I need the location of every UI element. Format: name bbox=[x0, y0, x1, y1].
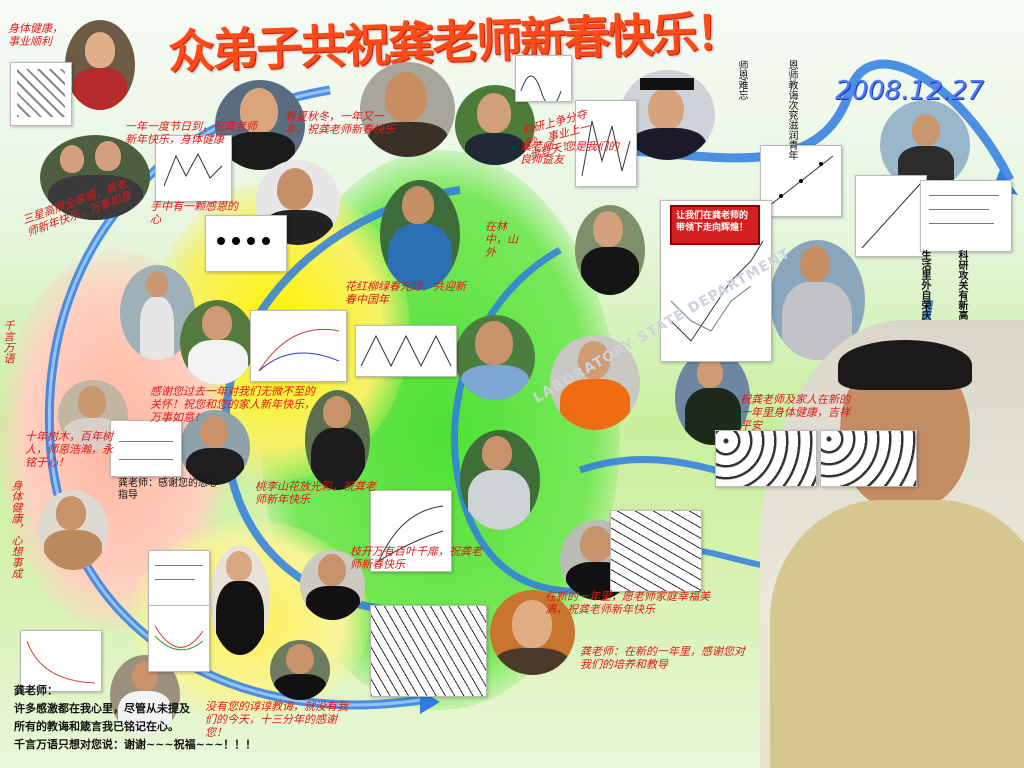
photo-woman-smiling bbox=[490, 590, 575, 675]
figure-plot-mid bbox=[250, 310, 347, 382]
figure-scatter-right bbox=[760, 145, 842, 217]
figure-lattice-bottom bbox=[370, 605, 487, 697]
greeting-spring-crop: 枝开万有百叶千扉，祝龚老师新春快乐 bbox=[350, 545, 482, 571]
figure-molecules-topleft bbox=[10, 62, 72, 126]
greeting-hundred-trees: 十年树木，百年树人，师恩浩瀚，永铭于心！ bbox=[25, 430, 113, 469]
photo-graduate-cap bbox=[620, 70, 715, 160]
photo-man-vest bbox=[675, 350, 750, 445]
photo-man-glasses-center bbox=[455, 315, 535, 400]
closing-line-2: 所有的教诲和箴言我已铭记在心。 bbox=[14, 720, 179, 733]
figure-structures-bottom bbox=[610, 510, 702, 592]
closing-message: 龚老师： 许多感激都在我心里，尽管从未提及 所有的教诲和箴言我已铭记在心。 千言… bbox=[14, 682, 354, 754]
photo-man-jacket bbox=[575, 205, 645, 295]
text-teacher-vertical: 恩师教诲次兖滋润青年 bbox=[786, 60, 797, 160]
date-stamp: 2008.12.27 bbox=[835, 76, 984, 106]
figure-diagram-left bbox=[110, 420, 182, 477]
greeting-gratitude: 感谢您过去一年对我们无微不至的关怀！祝您和您的家人新年快乐，万事如意！ bbox=[150, 385, 315, 424]
greeting-red-bottom: 在新的一年里，愿老师家庭幸福美满，祝龚老师新年快乐 bbox=[545, 590, 710, 616]
greeting-teacher-words: 龚老师：在新的一年里，感谢您对我们的培养和教导 bbox=[580, 645, 745, 671]
figure-handwritten-note bbox=[920, 180, 1012, 252]
photo-man-bottom-mid bbox=[270, 640, 330, 700]
text-life-vertical: 生活里外自荣庆 bbox=[919, 250, 930, 320]
greeting-bottom-center: 没有您的谆谆教诲，就没有我们的今天，十三分年的感谢您！ bbox=[205, 700, 348, 739]
closing-line-3: 千言万语只想对您说：谢谢~~~祝福~~~！！！ bbox=[14, 738, 257, 751]
figure-note-bottom-left bbox=[148, 550, 210, 607]
photo-man-hand-face bbox=[360, 62, 455, 157]
greeting-teacher-family: 祝龚老师及家人在新的一年里身体健康，吉祥平安 bbox=[740, 393, 850, 432]
photo-family-left bbox=[40, 135, 150, 220]
photo-man-backpack bbox=[460, 430, 540, 530]
text-research-vertical: 科研攻关有新高 bbox=[956, 250, 967, 320]
photo-woman-top-left bbox=[65, 20, 135, 110]
figure-curves-bottom bbox=[148, 605, 210, 672]
figure-curves-center bbox=[370, 490, 452, 572]
photo-man-kitchen bbox=[180, 410, 250, 485]
figure-molecule-chain bbox=[205, 215, 287, 272]
figure-spectrum-top bbox=[515, 55, 572, 107]
greeting-heart: 手中有一颗感恩的心 bbox=[150, 200, 238, 226]
greeting-health: 身体健康，心想事成 bbox=[10, 480, 23, 579]
photo-man-bottom-left bbox=[38, 490, 108, 570]
figure-linear-fit bbox=[855, 175, 927, 257]
greeting-spring: 花红柳绿春光好，共迎新春中国年 bbox=[345, 280, 466, 306]
figure-plot-bottom-left bbox=[20, 630, 102, 692]
greeting-seasons: 春夏秋冬，一年又一年，祝龚老师新春快乐 bbox=[285, 110, 395, 136]
photo-man-sunglasses bbox=[305, 390, 370, 490]
title-text: 众弟子共祝龚老师新春快乐！ bbox=[167, 5, 741, 79]
text-grace-vertical: 师恩难忘 bbox=[736, 60, 747, 100]
greeting-hometown: 身体健康，事业顺利 bbox=[8, 22, 63, 48]
figure-lattice-mid bbox=[355, 325, 457, 377]
photo-man-black-shirt bbox=[300, 550, 365, 620]
figure-graph-top bbox=[155, 135, 232, 202]
greeting-peach: 桃李山花放光彩，祝龚老师新年快乐 bbox=[255, 480, 376, 506]
closing-salutation: 龚老师： bbox=[14, 684, 58, 697]
figure-curve-center bbox=[575, 100, 637, 187]
photo-man-orange-jacket bbox=[550, 335, 640, 430]
greeting-year-wishes: 一年一度节日到，祝龚老师新年快乐，身体健康 bbox=[125, 120, 257, 146]
greeting-mountain: 在林中，山外 bbox=[485, 220, 518, 259]
figure-dots-grid bbox=[715, 430, 817, 487]
text-thanks-note: 龚老师：感谢您的悉心指导 bbox=[118, 478, 218, 501]
figure-dots-grid-right bbox=[820, 430, 917, 487]
photo-man-red-white bbox=[180, 300, 255, 385]
banner-lead-way: 让我们在龚老师的带领下走向辉煌！ bbox=[670, 205, 760, 245]
greeting-wishes-center: 龚老师，您是我们的良师益友 bbox=[520, 140, 619, 166]
greeting-vertical-left: 千言万语 bbox=[2, 320, 15, 364]
photo-woman-dress bbox=[210, 545, 270, 655]
photo-man-outdoor-blue bbox=[380, 180, 460, 290]
closing-line-1: 许多感激都在我心里，尽管从未提及 bbox=[14, 702, 190, 715]
